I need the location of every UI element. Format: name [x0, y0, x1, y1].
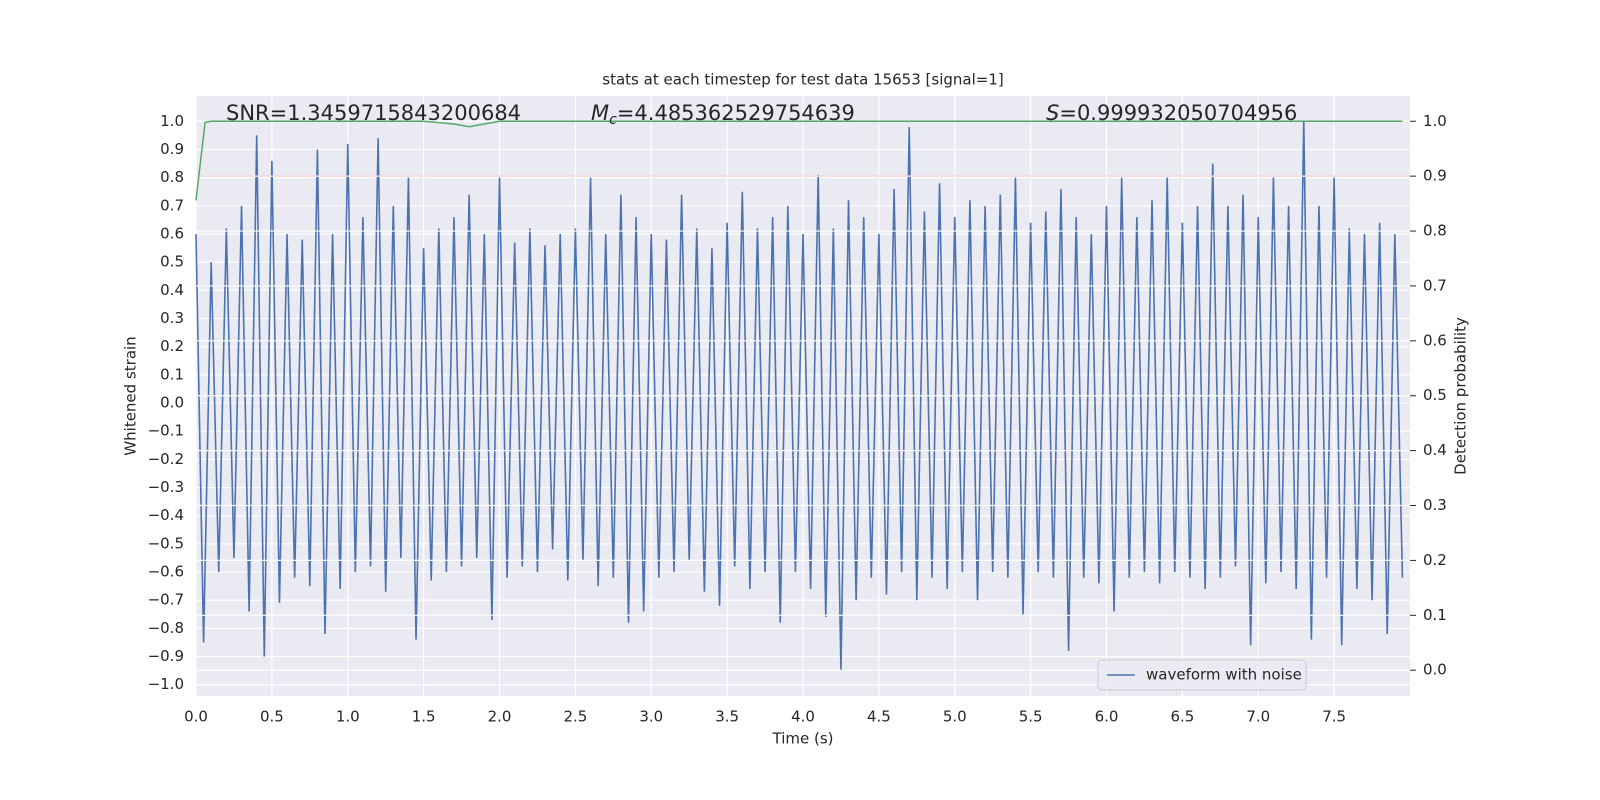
y-tick-label: 0.6 — [160, 225, 184, 243]
annotation-text: SNR=1.3459715843200684 — [226, 101, 521, 125]
annotation: Mc=4.485362529754639 — [591, 101, 855, 128]
annotation-symbol: S — [1046, 101, 1059, 125]
x-tick-label: 5.0 — [943, 708, 967, 726]
y2-tick-label: 0.8 — [1423, 222, 1447, 240]
labels: 0.0 0.5 1.0 1.5 2.0 2.5 3.0 3.5 4.0 4.5 5.0 5.5 6.0 6… — [148, 101, 1447, 726]
y-tick-label: 0.4 — [160, 281, 184, 299]
annotation-subscript: c — [609, 112, 617, 128]
annotation-symbol: M — [591, 101, 609, 125]
x-tick-label: 7.5 — [1322, 708, 1346, 726]
x-tick-label: 7.0 — [1246, 708, 1270, 726]
annotation: SNR=1.3459715843200684 — [226, 101, 521, 125]
annotation: S=0.999932050704956 — [1046, 101, 1297, 125]
x-tick-label: 6.5 — [1170, 708, 1194, 726]
x-axis-title: Time (s) — [772, 730, 834, 748]
y2-axis-title: Detection probability — [1452, 317, 1470, 475]
chart-title: stats at each timestep for test data 156… — [602, 71, 1003, 89]
y-tick-label: −0.1 — [148, 422, 184, 440]
y-tick-label: −0.4 — [148, 506, 184, 524]
y2-tick-label: 0.4 — [1423, 441, 1447, 459]
x-tick-label: 1.0 — [336, 708, 360, 726]
annotation-text: =0.999932050704956 — [1059, 101, 1297, 125]
y-tick-label: 1.0 — [160, 112, 184, 130]
x-tick-label: 3.0 — [639, 708, 663, 726]
y-axis-title: Whitened strain — [122, 336, 140, 455]
y2-tick-label: 0.9 — [1423, 167, 1447, 185]
y2-tick-label: 0.6 — [1423, 331, 1447, 349]
y-tick-label: 0.0 — [160, 394, 184, 412]
x-tick-label: 0.5 — [260, 708, 284, 726]
y-tick-label: −0.8 — [148, 619, 184, 637]
x-tick-label: 2.0 — [488, 708, 512, 726]
y-tick-label: 0.7 — [160, 196, 184, 214]
y-tick-label: 0.8 — [160, 168, 184, 186]
y-tick-label: 0.3 — [160, 309, 184, 327]
marks — [195, 120, 1410, 671]
y-tick-label: −1.0 — [148, 675, 184, 693]
y2-tick-label: 1.0 — [1423, 112, 1447, 130]
annotation-text: =4.485362529754639 — [617, 101, 855, 125]
x-tick-label: 4.0 — [791, 708, 815, 726]
series-line — [195, 121, 1404, 671]
y-tick-label: 0.5 — [160, 253, 184, 271]
y-tick-label: −0.3 — [148, 478, 184, 496]
y2-tick-label: 0.0 — [1423, 661, 1447, 679]
x-tick-label: 1.5 — [412, 708, 436, 726]
x-tick-label: 6.0 — [1095, 708, 1119, 726]
y-tick-label: −0.5 — [148, 534, 184, 552]
y2-tick-label: 0.1 — [1423, 606, 1447, 624]
y-tick-label: −0.2 — [148, 450, 184, 468]
series-line — [195, 120, 1403, 201]
y2-tick-label: 0.3 — [1423, 496, 1447, 514]
x-tick-label: 4.5 — [867, 708, 891, 726]
x-tick-label: 5.5 — [1019, 708, 1043, 726]
y2-tick-label: 0.7 — [1423, 276, 1447, 294]
y-tick-label: −0.7 — [148, 591, 184, 609]
legend-box — [1097, 659, 1307, 691]
y-tick-label: −0.6 — [148, 563, 184, 581]
y2-tick-label: 0.2 — [1423, 551, 1447, 569]
y-tick-label: 0.9 — [160, 140, 184, 158]
x-tick-label: 3.5 — [715, 708, 739, 726]
y-tick-label: 0.2 — [160, 337, 184, 355]
y2-tick-label: 0.5 — [1423, 386, 1447, 404]
x-tick-label: 2.5 — [563, 708, 587, 726]
x-tick-label: 0.0 — [184, 708, 208, 726]
y-tick-label: −0.9 — [148, 647, 184, 665]
y-tick-label: 0.1 — [160, 365, 184, 383]
legend-label: waveform with noise — [1146, 666, 1302, 684]
